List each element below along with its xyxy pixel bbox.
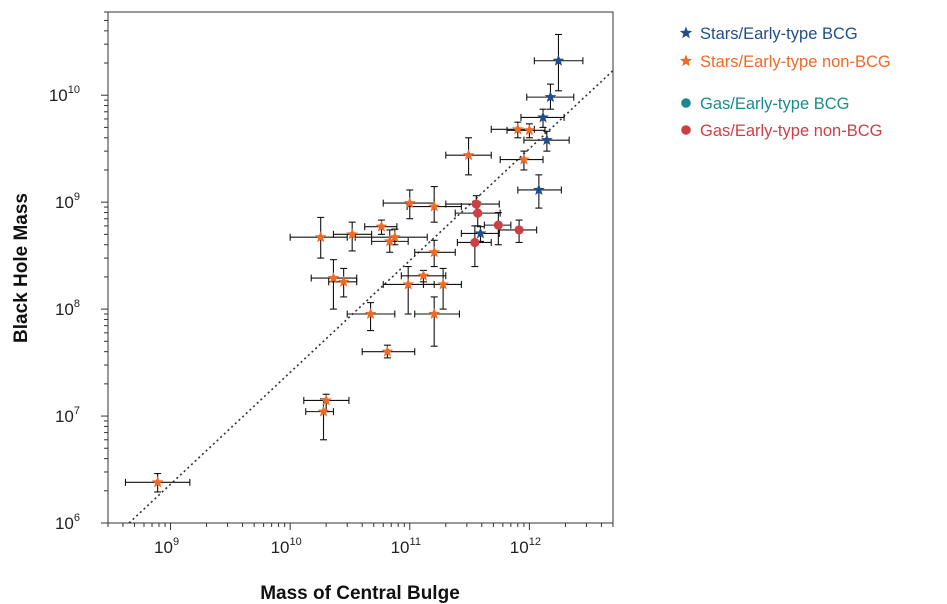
data-point-star [428,200,441,212]
x-axis-ticks: 109 1010 1011 1012 [107,523,614,557]
legend-label: Gas/Early-type BCG [700,95,849,113]
data-point-star [523,124,536,136]
data-point-circle [514,225,524,235]
legend-entry: Gas/Early-type BCG [681,95,849,113]
x-tick-label: 1010 [271,536,302,557]
data-point-star [417,269,430,281]
data-point-star [428,307,441,320]
data-point-star [327,271,340,284]
data-point-star [540,133,553,146]
data-point-star [151,476,164,488]
y-tick-label: 108 [55,298,80,319]
data-point-star [320,394,333,406]
legend-entry: Stars/Early-type non-BCG [679,53,891,71]
data-point-star [511,123,524,135]
reference-dotted-line [128,69,614,524]
y-tick-label: 1010 [49,84,80,105]
data-point-star [383,235,396,247]
data-point-star [437,278,450,290]
x-tick-label: 109 [154,536,179,557]
data-point-star [462,148,475,161]
legend-entry: Gas/Early-type non-BCG [681,122,882,140]
data-point-star [428,246,441,258]
error-bar [354,228,428,246]
y-tick-label: 107 [55,405,80,426]
plot-frame [107,11,614,524]
data-point-star [388,231,401,243]
y-tick-label: 109 [55,191,80,212]
data-point-star [552,54,565,66]
error-bar [523,130,570,152]
data-point-star [518,153,530,165]
y-axis-title: Black Hole Mass [11,193,32,343]
data-point-circle [473,208,483,218]
legend: Stars/Early-type BCG Stars/Early-type non… [679,25,891,140]
data-point-star [532,183,545,195]
data-point-star [544,90,557,103]
data-point-star [314,231,327,243]
legend-entry: Stars/Early-type BCG [679,25,858,43]
data-point-star [403,196,416,209]
legend-circle-marker [681,125,691,135]
data-point-star [474,227,487,239]
data-point-circle [471,199,481,209]
data-point-star [402,278,415,290]
x-tick-label: 1012 [510,536,541,557]
legend-label: Stars/Early-type non-BCG [700,53,891,71]
y-tick-label: 106 [55,512,80,533]
legend-star-marker [679,26,693,39]
data-point-star [364,307,377,320]
data-point-star [346,228,359,240]
legend-label: Stars/Early-type BCG [700,25,858,43]
data-point-star [337,275,350,287]
data-point-circle [493,220,503,230]
data-markers [151,54,565,488]
legend-label: Gas/Early-type non-BCG [700,122,882,140]
data-point-circle [470,237,480,248]
reference-line-group [128,69,614,524]
x-axis-title: Mass of Central Bulge [260,583,460,604]
y-axis-ticks: 106 107 108 109 1010 [49,11,108,533]
x-tick-label: 1011 [391,536,421,557]
legend-star-marker [679,54,693,67]
data-point-star [317,405,330,417]
data-point-star [381,345,394,357]
legend-circle-marker [681,98,691,108]
data-point-star [375,220,388,232]
plot-area [107,11,614,524]
data-point-star [537,111,549,123]
